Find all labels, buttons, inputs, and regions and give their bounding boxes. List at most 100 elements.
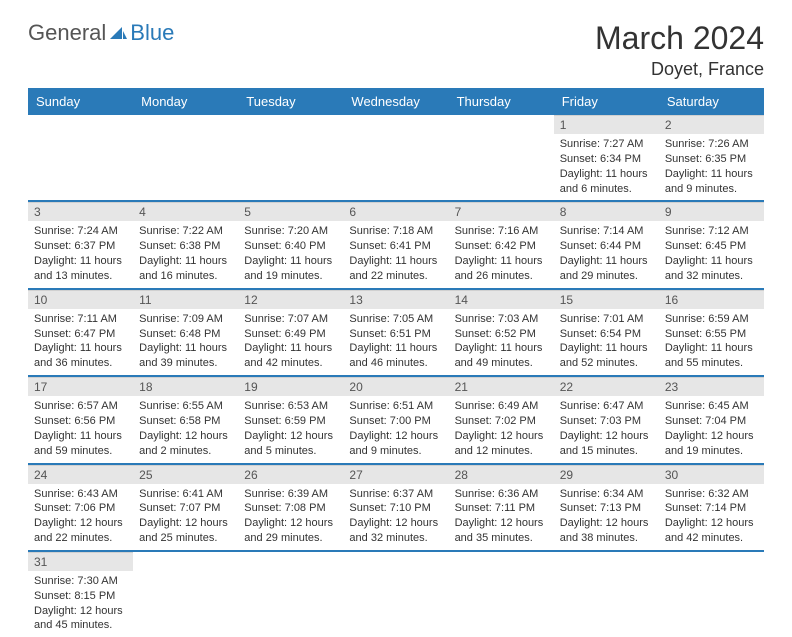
daylight-text: Daylight: 11 hours and 39 minutes.: [139, 341, 232, 371]
day-cell: 24Sunrise: 6:43 AMSunset: 7:06 PMDayligh…: [28, 464, 133, 551]
day-number: 6: [343, 202, 448, 221]
day-cell: 23Sunrise: 6:45 AMSunset: 7:04 PMDayligh…: [659, 376, 764, 463]
sunset-text: Sunset: 6:49 PM: [244, 327, 337, 342]
week-row: 24Sunrise: 6:43 AMSunset: 7:06 PMDayligh…: [28, 464, 764, 551]
day-cell: [238, 115, 343, 201]
logo: General Blue: [28, 20, 174, 46]
day-number: 9: [659, 202, 764, 221]
daylight-text: Daylight: 11 hours and 19 minutes.: [244, 254, 337, 284]
day-cell: 8Sunrise: 7:14 AMSunset: 6:44 PMDaylight…: [554, 201, 659, 288]
day-number: 11: [133, 290, 238, 309]
sunrise-text: Sunrise: 7:12 AM: [665, 224, 758, 239]
day-cell: 17Sunrise: 6:57 AMSunset: 6:56 PMDayligh…: [28, 376, 133, 463]
sunset-text: Sunset: 6:34 PM: [560, 152, 653, 167]
day-cell: [554, 551, 659, 637]
sunrise-text: Sunrise: 7:18 AM: [349, 224, 442, 239]
daylight-text: Daylight: 12 hours and 45 minutes.: [34, 604, 127, 634]
daylight-text: Daylight: 12 hours and 22 minutes.: [34, 516, 127, 546]
sunset-text: Sunset: 7:13 PM: [560, 501, 653, 516]
sunset-text: Sunset: 6:47 PM: [34, 327, 127, 342]
day-details: Sunrise: 7:05 AMSunset: 6:51 PMDaylight:…: [343, 309, 448, 375]
sunrise-text: Sunrise: 6:47 AM: [560, 399, 653, 414]
day-number: 20: [343, 377, 448, 396]
sunrise-text: Sunrise: 7:30 AM: [34, 574, 127, 589]
day-number: 21: [449, 377, 554, 396]
day-cell: 28Sunrise: 6:36 AMSunset: 7:11 PMDayligh…: [449, 464, 554, 551]
sunset-text: Sunset: 7:07 PM: [139, 501, 232, 516]
day-cell: [449, 551, 554, 637]
sunset-text: Sunset: 6:35 PM: [665, 152, 758, 167]
location: Doyet, France: [595, 59, 764, 80]
daylight-text: Daylight: 11 hours and 32 minutes.: [665, 254, 758, 284]
day-cell: 7Sunrise: 7:16 AMSunset: 6:42 PMDaylight…: [449, 201, 554, 288]
weekday-header: Wednesday: [343, 88, 448, 115]
daylight-text: Daylight: 12 hours and 25 minutes.: [139, 516, 232, 546]
calendar-table: Sunday Monday Tuesday Wednesday Thursday…: [28, 88, 764, 637]
day-cell: 31Sunrise: 7:30 AMSunset: 8:15 PMDayligh…: [28, 551, 133, 637]
day-cell: 6Sunrise: 7:18 AMSunset: 6:41 PMDaylight…: [343, 201, 448, 288]
day-number: 19: [238, 377, 343, 396]
day-cell: 22Sunrise: 6:47 AMSunset: 7:03 PMDayligh…: [554, 376, 659, 463]
weekday-row: Sunday Monday Tuesday Wednesday Thursday…: [28, 88, 764, 115]
day-cell: 20Sunrise: 6:51 AMSunset: 7:00 PMDayligh…: [343, 376, 448, 463]
day-number: 22: [554, 377, 659, 396]
daylight-text: Daylight: 11 hours and 46 minutes.: [349, 341, 442, 371]
day-details: Sunrise: 7:07 AMSunset: 6:49 PMDaylight:…: [238, 309, 343, 375]
day-number: 31: [28, 552, 133, 571]
sunrise-text: Sunrise: 6:34 AM: [560, 487, 653, 502]
sunrise-text: Sunrise: 7:09 AM: [139, 312, 232, 327]
day-details: Sunrise: 7:14 AMSunset: 6:44 PMDaylight:…: [554, 221, 659, 287]
daylight-text: Daylight: 12 hours and 29 minutes.: [244, 516, 337, 546]
sunrise-text: Sunrise: 6:32 AM: [665, 487, 758, 502]
day-number: 1: [554, 115, 659, 134]
weekday-header: Tuesday: [238, 88, 343, 115]
sunrise-text: Sunrise: 6:49 AM: [455, 399, 548, 414]
daylight-text: Daylight: 11 hours and 22 minutes.: [349, 254, 442, 284]
weekday-header: Monday: [133, 88, 238, 115]
daylight-text: Daylight: 12 hours and 35 minutes.: [455, 516, 548, 546]
sunset-text: Sunset: 7:03 PM: [560, 414, 653, 429]
sunset-text: Sunset: 7:04 PM: [665, 414, 758, 429]
day-cell: [133, 551, 238, 637]
day-details: Sunrise: 7:22 AMSunset: 6:38 PMDaylight:…: [133, 221, 238, 287]
sunrise-text: Sunrise: 6:39 AM: [244, 487, 337, 502]
header: General Blue March 2024 Doyet, France: [28, 20, 764, 80]
daylight-text: Daylight: 11 hours and 13 minutes.: [34, 254, 127, 284]
day-details: Sunrise: 7:09 AMSunset: 6:48 PMDaylight:…: [133, 309, 238, 375]
day-number: 25: [133, 465, 238, 484]
sunrise-text: Sunrise: 6:45 AM: [665, 399, 758, 414]
day-details: Sunrise: 7:18 AMSunset: 6:41 PMDaylight:…: [343, 221, 448, 287]
sunset-text: Sunset: 6:59 PM: [244, 414, 337, 429]
day-cell: [449, 115, 554, 201]
day-cell: 12Sunrise: 7:07 AMSunset: 6:49 PMDayligh…: [238, 289, 343, 376]
day-details: Sunrise: 6:55 AMSunset: 6:58 PMDaylight:…: [133, 396, 238, 462]
day-details: Sunrise: 6:49 AMSunset: 7:02 PMDaylight:…: [449, 396, 554, 462]
logo-text-general: General: [28, 20, 106, 46]
day-details: Sunrise: 7:30 AMSunset: 8:15 PMDaylight:…: [28, 571, 133, 637]
day-details: Sunrise: 6:41 AMSunset: 7:07 PMDaylight:…: [133, 484, 238, 550]
day-details: Sunrise: 6:53 AMSunset: 6:59 PMDaylight:…: [238, 396, 343, 462]
day-cell: 30Sunrise: 6:32 AMSunset: 7:14 PMDayligh…: [659, 464, 764, 551]
sunrise-text: Sunrise: 7:20 AM: [244, 224, 337, 239]
week-row: 10Sunrise: 7:11 AMSunset: 6:47 PMDayligh…: [28, 289, 764, 376]
day-details: Sunrise: 6:34 AMSunset: 7:13 PMDaylight:…: [554, 484, 659, 550]
day-number: 16: [659, 290, 764, 309]
sunrise-text: Sunrise: 6:43 AM: [34, 487, 127, 502]
day-details: Sunrise: 6:47 AMSunset: 7:03 PMDaylight:…: [554, 396, 659, 462]
sunrise-text: Sunrise: 7:22 AM: [139, 224, 232, 239]
sunrise-text: Sunrise: 6:57 AM: [34, 399, 127, 414]
sunset-text: Sunset: 6:45 PM: [665, 239, 758, 254]
sunrise-text: Sunrise: 6:51 AM: [349, 399, 442, 414]
day-cell: 13Sunrise: 7:05 AMSunset: 6:51 PMDayligh…: [343, 289, 448, 376]
daylight-text: Daylight: 11 hours and 16 minutes.: [139, 254, 232, 284]
day-details: Sunrise: 6:32 AMSunset: 7:14 PMDaylight:…: [659, 484, 764, 550]
day-number: 26: [238, 465, 343, 484]
sunrise-text: Sunrise: 6:41 AM: [139, 487, 232, 502]
daylight-text: Daylight: 11 hours and 29 minutes.: [560, 254, 653, 284]
day-cell: 3Sunrise: 7:24 AMSunset: 6:37 PMDaylight…: [28, 201, 133, 288]
sunset-text: Sunset: 7:02 PM: [455, 414, 548, 429]
sunset-text: Sunset: 6:56 PM: [34, 414, 127, 429]
day-details: Sunrise: 6:51 AMSunset: 7:00 PMDaylight:…: [343, 396, 448, 462]
day-number: 17: [28, 377, 133, 396]
sunrise-text: Sunrise: 6:59 AM: [665, 312, 758, 327]
